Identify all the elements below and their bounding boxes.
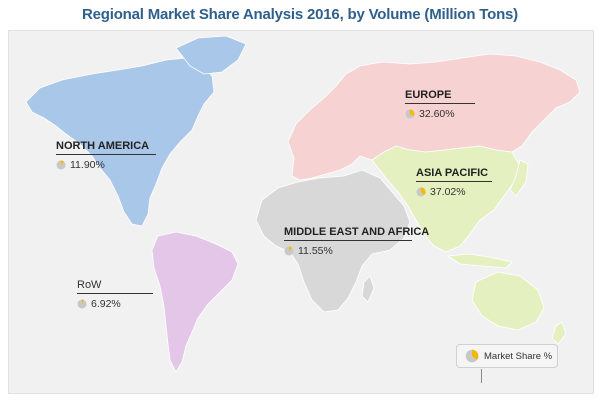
europe-share-value: 32.60% <box>419 108 455 120</box>
japan-region <box>509 159 529 197</box>
legend-pointer <box>481 369 482 383</box>
north-america-region <box>25 57 215 227</box>
pie-chart-icon <box>77 299 87 309</box>
row-share-value: 6.92% <box>91 298 121 310</box>
new-zealand-region <box>551 321 567 345</box>
asia-pacific-share-value: 37.02% <box>430 186 466 198</box>
asia-pacific-share: 37.02% <box>416 186 492 198</box>
south-america-region <box>151 231 239 373</box>
row-label: RoW 6.92% <box>77 279 153 310</box>
australia-region <box>471 271 545 331</box>
europe-share: 32.60% <box>405 108 475 120</box>
greenland-region <box>175 35 247 75</box>
europe-region <box>287 53 581 181</box>
europe-label: EUROPE 32.60% <box>405 89 475 120</box>
north-america-name: NORTH AMERICA <box>56 140 156 155</box>
pie-chart-icon <box>284 246 294 256</box>
middle-east-africa-label: MIDDLE EAST AND AFRICA 11.55% <box>284 226 429 257</box>
middle-east-africa-name: MIDDLE EAST AND AFRICA <box>284 226 429 241</box>
europe-name: EUROPE <box>405 89 475 104</box>
indonesia-region <box>446 253 513 269</box>
row-share: 6.92% <box>77 298 153 310</box>
middle-east-africa-share-value: 11.55% <box>298 245 333 257</box>
middle-east-africa-share: 11.55% <box>284 245 412 257</box>
north-america-share-value: 11.90% <box>70 159 105 171</box>
legend-label: Market Share % <box>484 350 553 362</box>
madagascar-region <box>361 275 375 303</box>
asia-pacific-region <box>371 145 521 253</box>
chart-title: Regional Market Share Analysis 2016, by … <box>82 6 518 23</box>
legend: Market Share % <box>456 344 558 368</box>
row-name: RoW <box>77 279 153 294</box>
pie-chart-icon <box>416 187 426 197</box>
north-america-label: NORTH AMERICA 11.90% <box>56 140 156 171</box>
pie-chart-icon <box>465 349 479 363</box>
pie-chart-icon <box>56 160 66 170</box>
asia-pacific-label: ASIA PACIFIC 37.02% <box>416 167 492 198</box>
north-america-share: 11.90% <box>56 159 156 171</box>
pie-chart-icon <box>405 109 415 119</box>
asia-pacific-name: ASIA PACIFIC <box>416 167 492 182</box>
